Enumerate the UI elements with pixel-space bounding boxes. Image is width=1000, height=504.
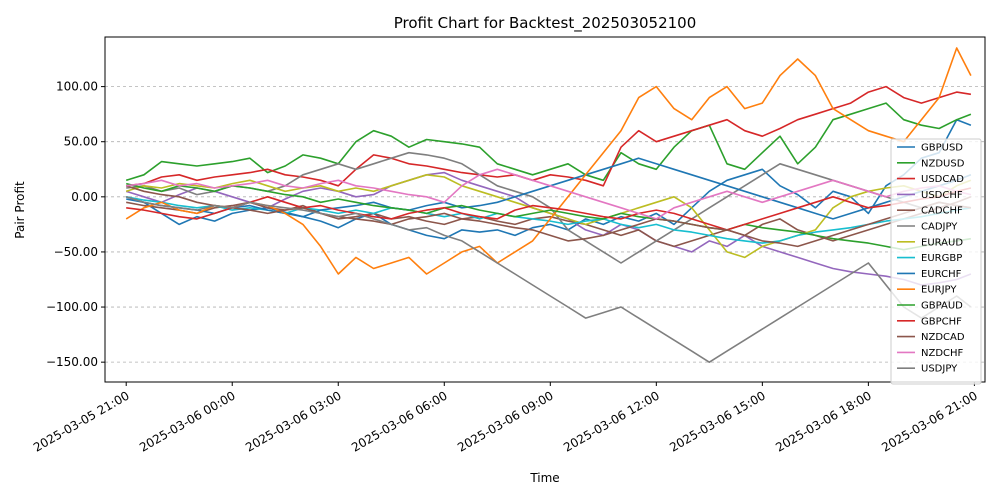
- legend-box: [890, 138, 982, 385]
- x-tick-label: 2025-03-06 03:00: [243, 388, 344, 454]
- legend-entry-label: CADCHF: [921, 206, 963, 217]
- legend-entry-label: NZDUSD: [921, 158, 965, 169]
- y-axis-label: Pair Profit: [13, 181, 27, 239]
- y-axis: 100.00 50.00 0.00 −50.00 −100.00 −150.00: [46, 80, 105, 369]
- legend-entry-label: CADJPY: [921, 222, 958, 233]
- legend: GBPUSD NZDUSD USDCAD USDCHF CADCHF CADJPY EURA…: [890, 138, 982, 385]
- legend-entry-label: USDCAD: [921, 174, 964, 185]
- legend-entry-label: EURJPY: [921, 285, 957, 296]
- x-tick-label: 2025-03-06 18:00: [773, 388, 874, 454]
- y-tick-label: −150.00: [46, 355, 98, 369]
- series-line-euraud: [125, 174, 972, 259]
- x-axis-label: Time: [529, 471, 559, 485]
- y-tick-label: 0.00: [71, 190, 98, 204]
- series-line-gbpchf: [126, 187, 972, 231]
- x-tick-label: 2025-03-06 09:00: [455, 388, 556, 454]
- legend-entry-label: GBPCHF: [921, 316, 962, 327]
- series-line-nzdchf: [126, 168, 972, 220]
- gridlines: [105, 86, 985, 363]
- x-axis: 2025-03-05 21:00 2025-03-06 00:00 2025-03-…: [31, 382, 980, 455]
- y-tick-label: 50.00: [64, 135, 98, 149]
- series-line-gbpaud: [126, 182, 972, 251]
- legend-entry-label: GBPUSD: [921, 143, 963, 154]
- series-line-cadchf: [126, 196, 972, 248]
- legend-entry-label: USDCHF: [921, 190, 963, 201]
- legend-entry-label: USDJPY: [921, 364, 958, 375]
- chart-title: Profit Chart for Backtest_202503052100: [394, 14, 697, 33]
- y-tick-label: −50.00: [54, 245, 98, 259]
- series-line-nzdcad: [125, 185, 972, 248]
- x-tick-label: 2025-03-06 12:00: [561, 388, 662, 454]
- x-tick-label: 2025-03-05 21:00: [31, 388, 132, 454]
- series-line-usdjpy: [125, 196, 972, 364]
- plot-frame: [104, 36, 986, 383]
- legend-entry-label: NZDCHF: [921, 348, 964, 359]
- x-tick-label: 2025-03-06 06:00: [349, 388, 450, 454]
- x-tick-label: 2025-03-06 00:00: [137, 388, 238, 454]
- y-tick-label: 100.00: [56, 80, 98, 94]
- series-lines: [125, 47, 972, 364]
- series-line-nzdusd: [125, 102, 972, 182]
- series-line-usdcad: [126, 85, 972, 187]
- legend-entry-label: GBPAUD: [921, 301, 963, 312]
- legend-entry-label: EURAUD: [921, 237, 963, 248]
- legend-entry-label: EURCHF: [921, 269, 962, 280]
- legend-entry-label: EURGBP: [921, 253, 962, 264]
- y-tick-label: −100.00: [46, 300, 98, 314]
- x-tick-label: 2025-03-06 21:00: [879, 388, 980, 454]
- x-tick-label: 2025-03-06 15:00: [667, 388, 768, 454]
- legend-entry-label: NZDCAD: [921, 332, 965, 343]
